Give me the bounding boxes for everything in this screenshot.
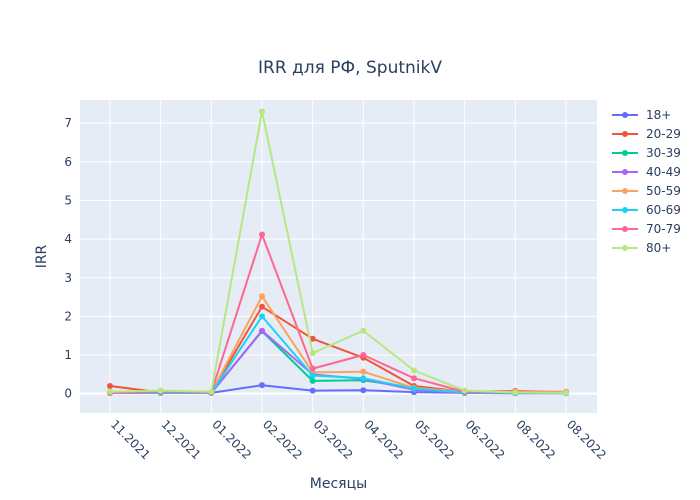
data-point (157, 387, 164, 394)
data-point (259, 327, 265, 334)
y-tick-label: 0 (64, 387, 72, 401)
data-point (360, 375, 367, 382)
legend-item[interactable]: 80+ (612, 241, 671, 255)
data-point (309, 372, 316, 379)
data-point (309, 377, 316, 384)
data-point (461, 387, 468, 394)
data-point (309, 350, 316, 357)
series-lines (107, 108, 569, 397)
data-point (309, 335, 316, 342)
x-axis-title: Месяцы (310, 476, 367, 492)
legend-item[interactable]: 30-39 (612, 146, 681, 160)
data-point (259, 231, 265, 238)
data-point (360, 352, 367, 359)
data-point (309, 387, 316, 394)
data-point (411, 367, 417, 374)
data-point (411, 375, 417, 382)
y-tick-label: 7 (64, 116, 72, 130)
data-point (259, 313, 265, 320)
y-tick-label: 3 (64, 271, 72, 285)
y-tick-label: 5 (64, 193, 72, 207)
y-axis-title: IRR (34, 244, 50, 268)
legend-label: 18+ (646, 108, 671, 122)
data-point (411, 385, 417, 392)
legend-swatch-marker (622, 245, 628, 251)
series-line (109, 110, 567, 394)
legend-item[interactable]: 18+ (612, 108, 671, 122)
legend-label: 20-29 (646, 127, 681, 141)
data-point (208, 388, 215, 395)
y-tick-label: 1 (64, 348, 72, 362)
plot-area (80, 100, 597, 413)
data-point (259, 303, 265, 310)
legend-swatch-marker (622, 112, 628, 118)
legend-label: 60-69 (646, 203, 681, 217)
legend-swatch-marker (622, 131, 628, 137)
legend-swatch-marker (622, 226, 628, 232)
data-point (563, 389, 569, 396)
y-tick-label: 6 (64, 155, 72, 169)
data-point (259, 108, 265, 115)
y-tick-label: 4 (64, 232, 72, 246)
data-point (107, 388, 113, 395)
legend-item[interactable]: 20-29 (612, 127, 681, 141)
legend-item[interactable]: 60-69 (612, 203, 681, 217)
data-point (360, 387, 367, 394)
data-point (309, 365, 316, 372)
chart-title: IRR для РФ, SputnikV (258, 58, 442, 78)
legend: 18+ 20-29 30-39 40-49 50-59 60-69 70-79 80+ (612, 108, 681, 255)
legend-item[interactable]: 40-49 (612, 165, 681, 179)
legend-label: 40-49 (646, 165, 681, 179)
legend-swatch-marker (622, 150, 628, 156)
legend-item[interactable]: 50-59 (612, 184, 681, 198)
legend-label: 30-39 (646, 146, 681, 160)
data-point (512, 389, 519, 396)
legend-swatch-marker (622, 188, 628, 194)
data-point (107, 382, 113, 389)
series-80+ (107, 108, 569, 396)
legend-label: 50-59 (646, 184, 681, 198)
legend-swatch-marker (622, 169, 628, 175)
grid-lines (80, 100, 597, 413)
legend-label: 70-79 (646, 222, 681, 236)
data-point (360, 368, 367, 375)
data-point (259, 293, 265, 300)
legend-label: 80+ (646, 241, 671, 255)
legend-swatch-marker (622, 207, 628, 213)
legend-item[interactable]: 70-79 (612, 222, 681, 236)
data-point (360, 327, 367, 334)
y-axis-ticks: 0 1 2 3 4 5 6 7 (64, 116, 72, 400)
data-point (259, 382, 265, 389)
y-tick-label: 2 (64, 309, 72, 323)
